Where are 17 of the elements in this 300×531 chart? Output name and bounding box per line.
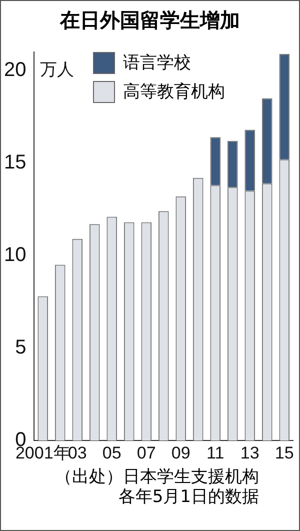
x-tick-label: 09 bbox=[171, 443, 190, 462]
x-tick-label: 07 bbox=[136, 443, 156, 462]
text: （出处）日本学生支援机构 bbox=[54, 467, 259, 487]
x-tick-label: 15 bbox=[274, 443, 294, 462]
x-tick-label: 11 bbox=[206, 443, 224, 462]
y-tick-label: 15 bbox=[4, 152, 26, 174]
x-tick-label: 03 bbox=[68, 443, 87, 462]
y-tick-label: 20 bbox=[4, 59, 26, 82]
legend-label: 语言学校 bbox=[123, 52, 191, 74]
y-tick-label: 5 bbox=[15, 336, 26, 359]
text: 各年5月1日的数据 bbox=[117, 487, 259, 507]
x-tick-label: 05 bbox=[102, 443, 122, 462]
chart-title: 在日外国留学生增加 bbox=[58, 7, 241, 34]
y-axis-title: 万人 bbox=[40, 60, 74, 80]
x-tick-label: 13 bbox=[240, 443, 260, 462]
legend-label: 高等教育机构 bbox=[123, 81, 225, 103]
y-tick-label: 10 bbox=[4, 244, 26, 266]
